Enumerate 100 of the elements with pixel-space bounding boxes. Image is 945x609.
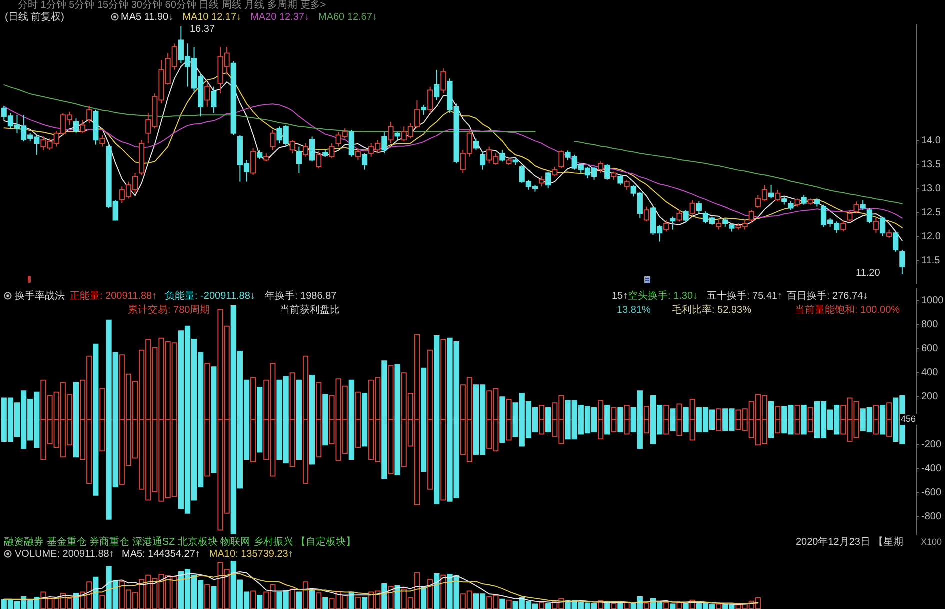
candlestick — [866, 208, 872, 224]
candlestick — [860, 200, 866, 211]
candlestick — [840, 220, 846, 232]
text: MA20 12.37↓ — [250, 12, 310, 23]
candlestick — [388, 121, 394, 144]
candlestick — [473, 138, 480, 151]
y-tick-label: -200 — [922, 439, 942, 450]
bar — [683, 603, 689, 609]
candlestick — [552, 166, 558, 178]
bar — [73, 593, 80, 609]
text: X100 — [921, 537, 942, 548]
candlestick — [716, 220, 722, 230]
candlestick — [604, 164, 610, 180]
candlestick — [310, 136, 316, 162]
candlestick — [362, 153, 368, 170]
series-label: MA10: 135739.23↑ — [209, 549, 294, 560]
candlestick — [768, 184, 774, 200]
bar — [420, 586, 427, 609]
text: MA5 11.90↓ — [121, 12, 174, 23]
candlestick — [546, 171, 552, 190]
text: MA10 12.17↓ — [182, 12, 242, 23]
y-tick-label: 200 — [922, 391, 939, 402]
candlestick — [847, 210, 853, 222]
candlestick — [696, 200, 702, 214]
bar — [500, 598, 506, 609]
candlestick — [270, 130, 276, 151]
y-tick-label: 800 — [922, 319, 939, 330]
candlestick — [618, 174, 624, 186]
candlestick — [500, 150, 506, 162]
candlestick — [296, 146, 302, 174]
y-tick-label: 600 — [922, 343, 939, 354]
candlestick — [644, 206, 650, 222]
bar — [211, 586, 217, 609]
y-tick-label: -600 — [922, 487, 942, 498]
bar — [670, 604, 676, 609]
bar — [394, 585, 400, 609]
candlestick — [86, 106, 92, 124]
candlestick — [539, 176, 545, 188]
candlestick — [204, 82, 210, 108]
bar — [257, 595, 263, 609]
y-tick-label: 12.0 — [922, 232, 942, 243]
candlestick — [329, 142, 335, 159]
chart-title: VOLUME: 200911.88↑ — [15, 549, 114, 560]
y-tick-label: -800 — [922, 511, 942, 522]
bar — [362, 597, 368, 609]
y-tick-label: 1000 — [922, 295, 944, 306]
candlestick — [348, 130, 354, 158]
candlestick — [355, 148, 361, 161]
candlestick — [420, 104, 427, 116]
bar — [618, 603, 624, 609]
bar — [382, 584, 388, 609]
bar — [546, 603, 552, 609]
candlestick — [900, 249, 906, 275]
annotation: 16.37 — [190, 24, 216, 35]
text: MA60 12.67↓ — [318, 12, 378, 23]
candlestick — [670, 216, 676, 230]
bar — [310, 590, 316, 609]
series-label: MA5: 144354.27↑ — [122, 549, 200, 560]
candlestick — [100, 134, 106, 148]
candlestick — [73, 118, 80, 134]
candlestick — [302, 142, 309, 158]
candlestick — [893, 231, 899, 252]
candlestick — [558, 150, 564, 169]
y-tick-label: 400 — [922, 367, 939, 378]
candlestick — [690, 200, 696, 216]
annotation: 11.20 — [856, 268, 880, 279]
y-tick-label: 13.5 — [922, 160, 942, 171]
candlestick — [80, 119, 86, 134]
candlestick — [428, 86, 434, 114]
candlestick — [440, 68, 446, 94]
bar — [93, 576, 99, 609]
candlestick — [598, 161, 604, 174]
bar — [434, 573, 440, 609]
candlestick — [316, 151, 322, 169]
candlestick — [624, 179, 630, 190]
candlestick — [880, 216, 886, 238]
y-tick-label: -400 — [922, 463, 942, 474]
y-tick-label: 13.0 — [922, 184, 942, 195]
bar — [296, 592, 302, 609]
candlestick — [676, 210, 682, 222]
candlestick — [873, 218, 879, 234]
candlestick — [683, 210, 689, 222]
candlestick — [480, 151, 486, 170]
candlestick — [854, 200, 860, 214]
y-tick-label: 11.5 — [922, 256, 941, 267]
candlestick — [748, 210, 754, 224]
candlestick — [250, 148, 256, 176]
text: 分时 1分钟 5分钟 15分钟 30分钟 60分钟 日线 周线 月线 多周期 更多> — [18, 0, 326, 11]
candlestick — [801, 194, 807, 206]
candlestick — [382, 131, 388, 154]
candlestick — [211, 86, 217, 114]
candlestick — [257, 150, 263, 160]
bar — [322, 597, 328, 609]
chart-title: (日线 前复权) — [5, 12, 64, 23]
candlestick — [664, 220, 670, 232]
y-tick-label: 14.0 — [922, 136, 942, 147]
candlestick — [434, 70, 440, 101]
candlestick — [775, 189, 781, 202]
candlestick — [290, 140, 296, 154]
y-tick-label: 12.5 — [922, 208, 942, 219]
